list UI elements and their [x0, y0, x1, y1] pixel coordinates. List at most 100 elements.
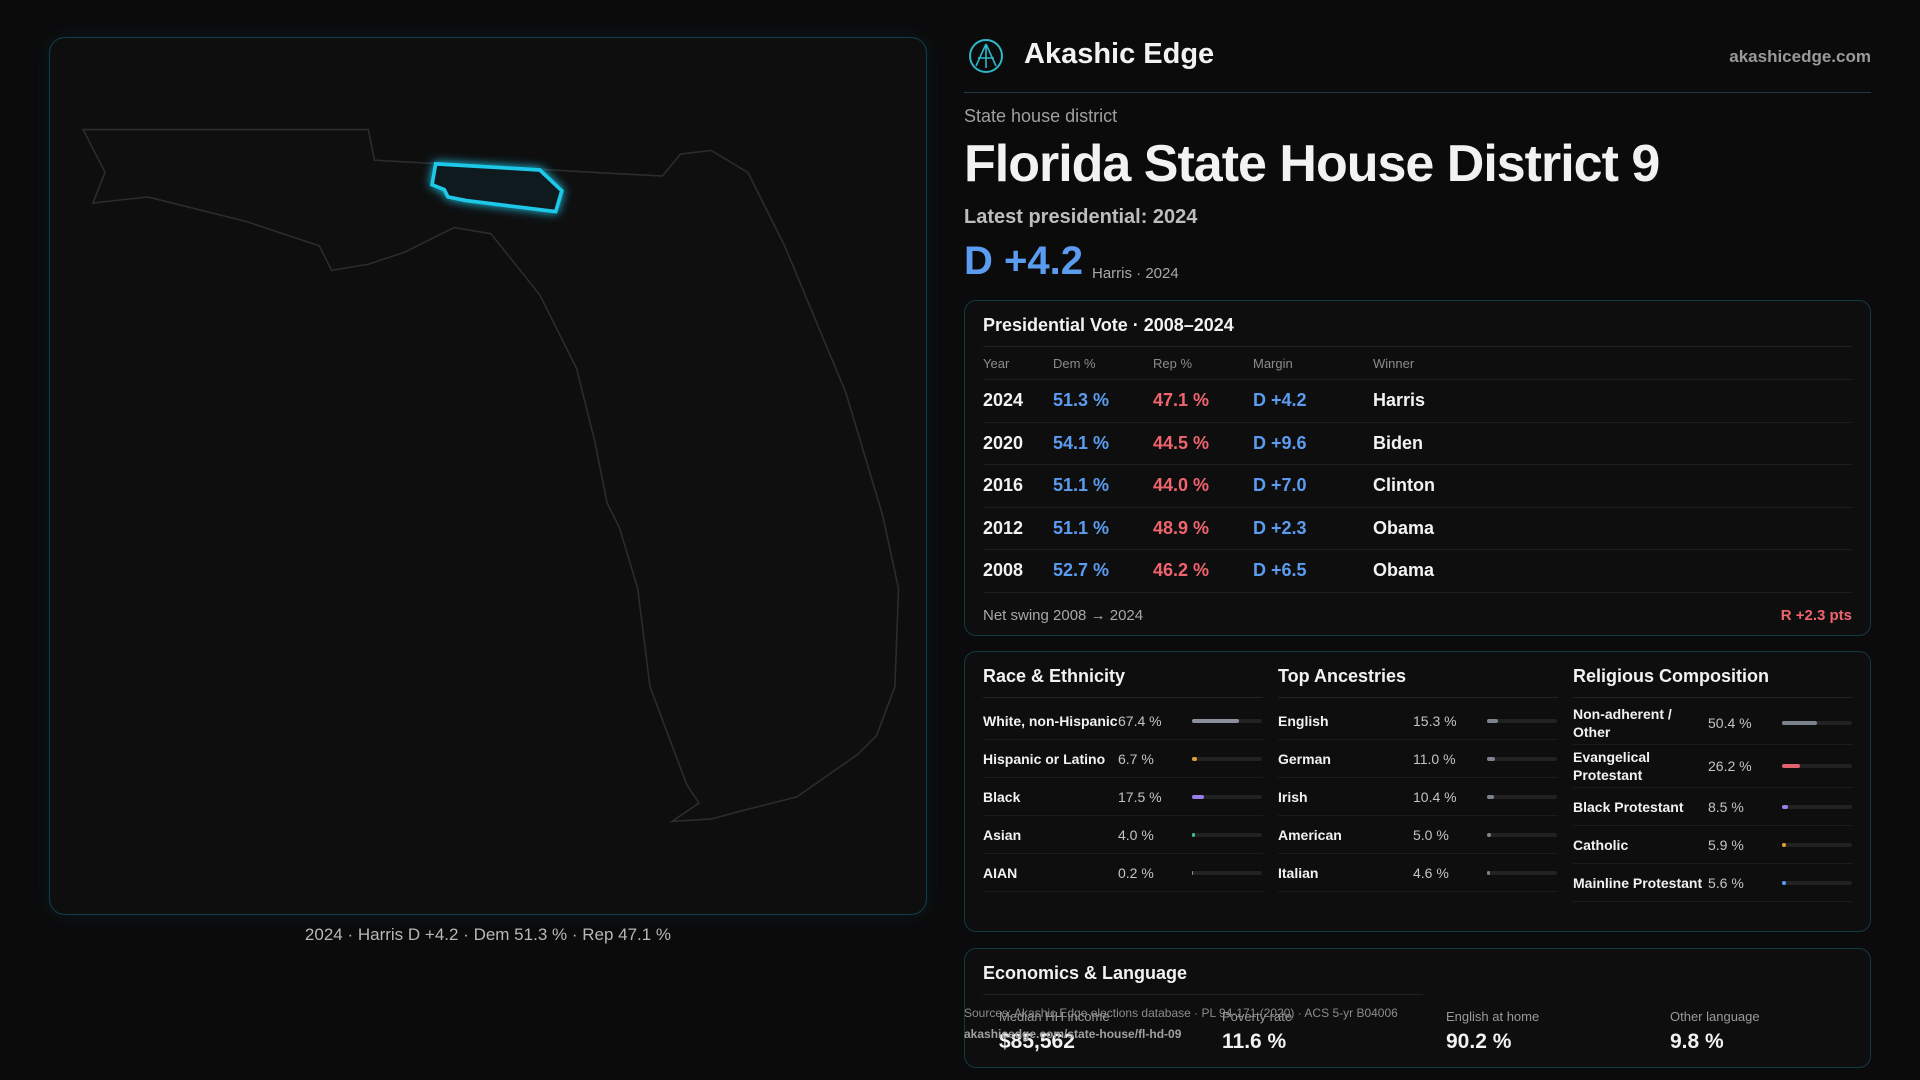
- bar-track: [1192, 756, 1262, 761]
- stat-row: Catholic 5.9 %: [1573, 826, 1853, 864]
- column-header: Year: [983, 355, 1010, 371]
- bar-track: [1487, 718, 1557, 723]
- economics-card: Economics & Language Median HH income $85…: [964, 948, 1871, 1068]
- stat-row: Evangelical Protestant 26.2 %: [1573, 745, 1853, 788]
- bar-track: [1192, 832, 1262, 837]
- econ-item: English at home 90.2 %: [1446, 1009, 1539, 1054]
- bar: [1782, 804, 1788, 809]
- table-row: 2016 51.1 % 44.0 % D +7.0 Clinton: [983, 465, 1852, 508]
- margin: D +4.2: [964, 239, 1083, 283]
- card-title: Religious Composition: [1573, 666, 1853, 698]
- bar-track: [1782, 764, 1852, 768]
- stat-value: 10.4 %: [1413, 788, 1457, 805]
- table-cell: Obama: [1373, 517, 1435, 538]
- table-cell: 44.0 %: [1153, 475, 1210, 496]
- stat-value: 5.9 %: [1708, 836, 1744, 853]
- stat-value: 17.5 %: [1118, 788, 1162, 805]
- table-cell: 2024: [983, 390, 1024, 411]
- site-link[interactable]: akashicedge.com: [1729, 47, 1871, 66]
- bar-track: [1487, 832, 1557, 837]
- bar-track: [1782, 721, 1852, 725]
- bar: [1782, 842, 1787, 847]
- stat-value: 67.4 %: [1118, 712, 1162, 729]
- stat-value: 11.0 %: [1413, 750, 1456, 767]
- table-cell: Clinton: [1373, 475, 1435, 496]
- demographics-card: Race & Ethnicity White, non-Hispanic 67.4 …: [964, 651, 1871, 932]
- stat-value: 26.2 %: [1708, 758, 1752, 774]
- stat-label: Catholic: [1573, 836, 1629, 853]
- table-cell: 51.1 %: [1053, 517, 1110, 538]
- table-cell: 2008: [983, 560, 1024, 581]
- stat-value: 4.6 %: [1413, 864, 1449, 881]
- econ-item: Other language 9.8 %: [1670, 1009, 1760, 1054]
- stat-label: Evangelical Protestant: [1573, 749, 1651, 783]
- map: [81, 128, 900, 823]
- map-caption: 2024 · Harris D +4.2 · Dem 51.3 % · Rep …: [304, 925, 672, 944]
- table-cell: D +9.6: [1253, 432, 1307, 453]
- table-cell: 47.1 %: [1153, 390, 1210, 411]
- stat-value: 5.0 %: [1413, 826, 1449, 843]
- divider: [964, 92, 1871, 93]
- bar: [1487, 870, 1491, 875]
- swing-value: R +2.3 pts: [1780, 606, 1852, 624]
- econ-value: 11.6 %: [1222, 1030, 1287, 1053]
- card-title: Top Ancestries: [1278, 666, 1558, 698]
- table-cell: D +2.3: [1253, 517, 1307, 538]
- stat-label: English: [1278, 712, 1329, 729]
- sources: Sources: Akashic Edge elections database…: [964, 1006, 1398, 1020]
- bar-track: [1487, 870, 1557, 875]
- bar-track: [1192, 718, 1262, 723]
- econ-label: Median HH income: [999, 1009, 1110, 1024]
- stat-value: 6.7 %: [1118, 750, 1154, 767]
- stat-row: Italian 4.6 %: [1278, 854, 1558, 892]
- stat-row: White, non-Hispanic 67.4 %: [983, 702, 1263, 740]
- stat-row: Black Protestant 8.5 %: [1573, 788, 1853, 826]
- stat-row: Non-adherent / Other 50.4 %: [1573, 702, 1853, 745]
- swing-label: Net swing 2008 → 2024: [983, 606, 1144, 624]
- district-title: Florida State House District 9: [964, 135, 1660, 193]
- bar: [1487, 718, 1498, 723]
- bar: [1487, 794, 1495, 799]
- column-header: Margin: [1253, 355, 1293, 371]
- table-cell: Obama: [1373, 560, 1435, 581]
- table-cell: 51.1 %: [1053, 475, 1110, 496]
- stat-value: 8.5 %: [1708, 798, 1744, 815]
- source-url[interactable]: akashicedge.com/state-house/fl-hd-09: [964, 1027, 1182, 1041]
- table-header: Year Dem % Rep % Margin Winner: [983, 347, 1852, 380]
- bar: [1782, 721, 1818, 725]
- column-header: Winner: [1373, 355, 1415, 371]
- stat-value: 4.0 %: [1118, 826, 1154, 843]
- stat-row: Asian 4.0 %: [983, 816, 1263, 854]
- stat-row: Hispanic or Latino 6.7 %: [983, 740, 1263, 778]
- card-title: Presidential Vote · 2008–2024: [983, 315, 1852, 347]
- stat-row: Irish 10.4 %: [1278, 778, 1558, 816]
- stat-label: Italian: [1278, 864, 1319, 881]
- stat-value: 15.3 %: [1413, 712, 1457, 729]
- table-cell: 2016: [983, 475, 1024, 496]
- ancestry-column: Top Ancestries English 15.3 % German 11.0 % I…: [1278, 666, 1558, 892]
- bar-track: [1487, 794, 1557, 799]
- table-cell: D +4.2: [1253, 390, 1307, 411]
- column-header: Dem %: [1053, 355, 1096, 371]
- presidential-card: Presidential Vote · 2008–2024 Year Dem % R…: [964, 300, 1871, 636]
- stat-value: 50.4 %: [1708, 715, 1752, 731]
- stat-label: Non-adherent / Other: [1573, 706, 1672, 740]
- stat-label: Irish: [1278, 788, 1308, 805]
- bar: [1192, 794, 1205, 799]
- district-shape: [429, 161, 564, 214]
- stat-label: German: [1278, 750, 1331, 767]
- stat-row: AIAN 0.2 %: [983, 854, 1263, 892]
- stat-label: White, non-Hispanic: [983, 712, 1118, 729]
- table-cell: 2020: [983, 432, 1024, 453]
- stat-row: Black 17.5 %: [983, 778, 1263, 816]
- florida-outline: [81, 128, 900, 823]
- stat-row: English 15.3 %: [1278, 702, 1558, 740]
- brand[interactable]: Akashic Edge: [1024, 38, 1215, 70]
- bar-track: [1192, 794, 1262, 799]
- stat-value: 5.6 %: [1708, 874, 1744, 891]
- table-cell: 48.9 %: [1153, 517, 1210, 538]
- bar: [1192, 756, 1197, 761]
- table-row: 2024 51.3 % 47.1 % D +4.2 Harris: [983, 380, 1852, 423]
- stat-label: Mainline Protestant: [1573, 874, 1703, 891]
